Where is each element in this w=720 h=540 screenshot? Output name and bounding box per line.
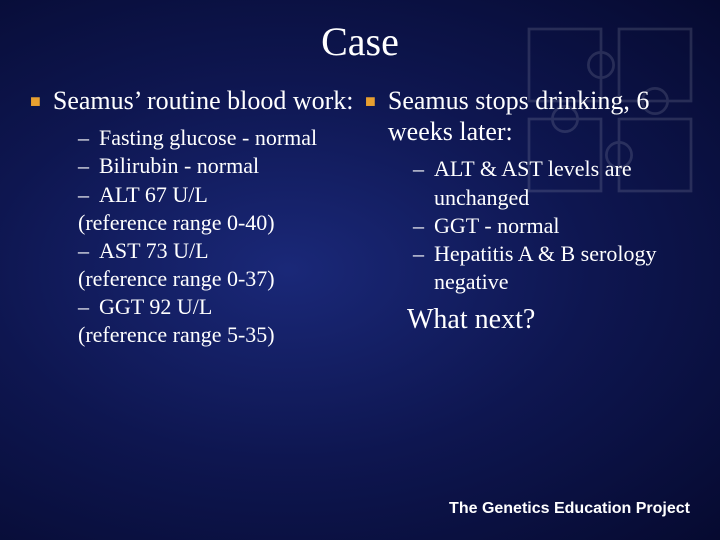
left-column: ■ Seamus’ routine blood work: –Fasting g… [30,85,355,349]
reference-range: (reference range 5-35) [30,321,355,349]
right-column: ■ Seamus stops drinking, 6 weeks later: … [365,85,690,349]
slide-title: Case [0,0,720,75]
slide: Case ■ Seamus’ routine blood work: –Fast… [0,0,720,540]
bullet-square-icon: ■ [30,91,41,113]
list-item: –AST 73 U/L [78,237,355,265]
right-heading-bullet: ■ Seamus stops drinking, 6 weeks later: [365,85,690,147]
list-item: –Bilirubin - normal [78,152,355,180]
list-item: –GGT - normal [413,212,690,240]
list-item: –GGT 92 U/L [78,293,355,321]
left-sublist: –AST 73 U/L [30,237,355,265]
footer-text: The Genetics Education Project [449,500,690,518]
left-heading-bullet: ■ Seamus’ routine blood work: [30,85,355,116]
left-sublist: –Fasting glucose - normal –Bilirubin - n… [30,124,355,208]
reference-range: (reference range 0-40) [30,209,355,237]
what-next-text: What next? [365,304,690,336]
right-sublist: –ALT & AST levels are unchanged –GGT - n… [365,155,690,296]
list-item: –Fasting glucose - normal [78,124,355,152]
reference-range: (reference range 0-37) [30,265,355,293]
right-heading-text: Seamus stops drinking, 6 weeks later: [388,85,690,147]
left-sublist: –GGT 92 U/L [30,293,355,321]
list-item: –ALT 67 U/L [78,181,355,209]
list-item: –Hepatitis A & B serology negative [413,240,690,296]
list-item: –ALT & AST levels are unchanged [413,155,690,211]
bullet-square-icon: ■ [365,91,376,113]
left-heading-text: Seamus’ routine blood work: [53,85,354,116]
content-columns: ■ Seamus’ routine blood work: –Fasting g… [0,75,720,349]
